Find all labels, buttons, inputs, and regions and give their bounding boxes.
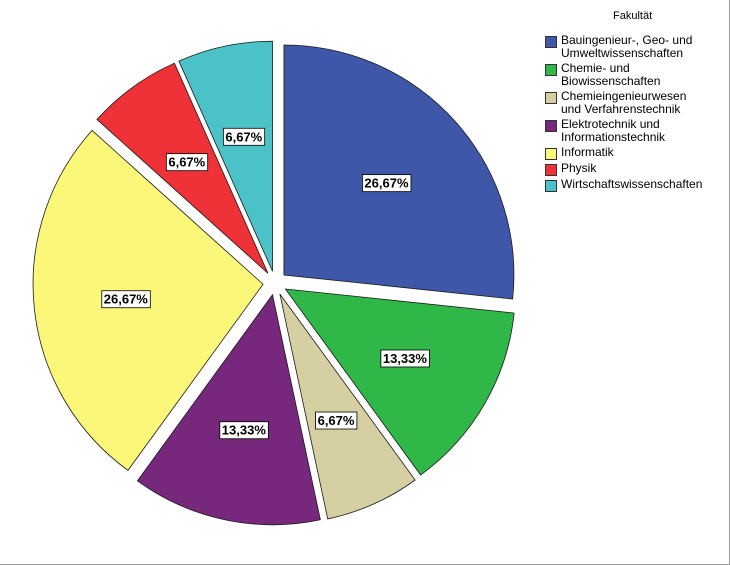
legend-item-elektrotechnik-und-informationstechnik: Elektrotechnik und Informationstechnik (545, 118, 725, 144)
pie-data-labels: 26,67% 13,33% 6,67% 13,33% 26,67% 6,67% 6,67% (101, 127, 430, 440)
data-label-text: 6,67% (318, 413, 355, 428)
legend-label: Informatik (561, 145, 614, 159)
legend-item-bauingenieur-geo-und-umweltwissenschaften: Bauingenieur-, Geo- und Umweltwissenscha… (545, 34, 725, 60)
data-label-box (101, 290, 151, 309)
legend-item-chemieingenieurwesen-und-verfahrenstechnik: Chemieingenieurwesen und Verfahrenstechn… (545, 90, 725, 116)
data-label-box (362, 174, 412, 193)
legend-items: Bauingenieur-, Geo- und Umweltwissenscha… (545, 34, 725, 192)
legend-swatch (545, 64, 557, 76)
pie-slice-elektrotechnik-und-informationstechnik (136, 293, 321, 526)
pie-slice-chemieingenieurwesen-und-verfahrenstechnik (279, 293, 416, 520)
legend-label: Chemieingenieurwesen und Verfahrenstechn… (561, 89, 687, 116)
pie-slice-wirtschaftswissenschaften (178, 40, 273, 272)
legend-item-wirtschaftswissenschaften: Wirtschaftswissenschaften (545, 178, 725, 192)
data-label-informatik: 26,67% (101, 290, 151, 309)
pie-slice-bauingenieur-geo-und-umweltwissenschaften (283, 44, 515, 300)
data-label-box (380, 349, 430, 368)
data-label-text: 13,33% (383, 351, 428, 366)
legend-swatch (545, 180, 557, 192)
data-label-box (222, 127, 266, 146)
data-label-text: 6,67% (168, 155, 205, 170)
data-label-box (315, 411, 358, 430)
data-label-chemieingenieurwesen-und-verfahrenstechnik: 6,67% (315, 411, 358, 430)
legend-swatch (545, 92, 557, 104)
pie-slice-chemie-und-biowissenschaften (284, 288, 515, 476)
legend-swatch (545, 164, 557, 176)
data-label-chemie-und-biowissenschaften: 13,33% (380, 349, 430, 368)
data-label-text: 26,67% (104, 292, 149, 307)
legend-item-informatik: Informatik (545, 146, 725, 160)
legend-swatch (545, 36, 557, 48)
data-label-bauingenieur-geo-und-umweltwissenschaften: 26,67% (362, 174, 412, 193)
data-label-wirtschaftswissenschaften: 6,67% (222, 127, 266, 146)
legend-label: Wirtschaftswissenschaften (561, 177, 703, 191)
legend-label: Elektrotechnik und Informationstechnik (561, 117, 666, 144)
legend-title: Fakultät (613, 10, 653, 22)
data-label-text: 6,67% (225, 129, 262, 144)
data-label-text: 26,67% (364, 176, 409, 191)
data-label-text: 13,33% (222, 423, 267, 438)
legend-item-physik: Physik (545, 162, 725, 176)
data-label-physik: 6,67% (165, 153, 209, 172)
legend-swatch (545, 148, 557, 160)
legend: Fakultät Bauingenieur-, Geo- und Umweltw… (545, 10, 725, 194)
legend-label: Chemie- und Biowissenschaften (561, 61, 661, 88)
legend-label: Physik (561, 161, 597, 175)
data-label-box (219, 421, 269, 440)
pie-slices (32, 40, 515, 526)
legend-item-chemie-und-biowissenschaften: Chemie- und Biowissenschaften (545, 62, 725, 88)
data-label-elektrotechnik-und-informationstechnik: 13,33% (219, 421, 269, 440)
data-label-box (165, 153, 209, 172)
legend-swatch (545, 120, 557, 132)
legend-label: Bauingenieur-, Geo- und Umweltwissenscha… (561, 33, 693, 60)
